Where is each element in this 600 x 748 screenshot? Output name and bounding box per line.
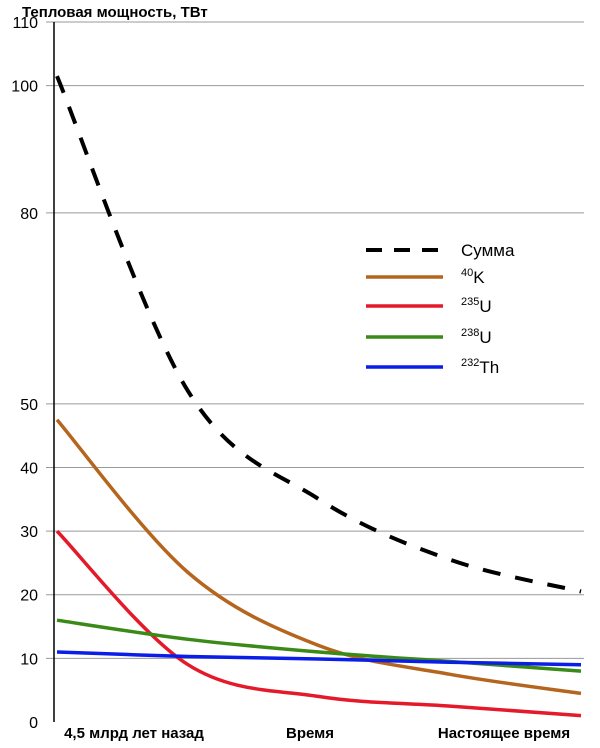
y-tick-labels: 0 10 20 30 40 50 80 100 110: [11, 15, 38, 732]
series-line-232th: [56, 650, 582, 667]
y-tick-label: 0: [29, 715, 38, 732]
series-line-235u: [55, 529, 582, 718]
legend-label-сумма: Сумма: [461, 241, 515, 260]
x-tick-start: 4,5 млрд лет назад: [64, 725, 204, 742]
series-line-сумма: [55, 75, 582, 594]
grid: [46, 21, 584, 659]
y-tick-label: 30: [20, 524, 38, 541]
y-axis-title: Тепловая мощность, ТВт: [22, 4, 208, 21]
y-tick-label: 40: [20, 460, 38, 477]
y-tick-label: 10: [20, 651, 38, 668]
y-tick-label: 110: [12, 15, 38, 32]
y-tick-label: 20: [20, 588, 38, 605]
legend-label-232th: 232Th: [461, 357, 499, 377]
legend-label-238u: 238U: [461, 327, 492, 347]
x-axis-label: Время: [286, 725, 334, 742]
legend-label-40k: 40K: [461, 267, 485, 287]
legend: Сумма 40K 235U 238U 232Th: [366, 241, 515, 377]
y-tick-label: 50: [20, 397, 38, 414]
series-group: [55, 75, 582, 718]
series-line-40k: [55, 418, 582, 696]
y-tick-label: 100: [11, 79, 38, 96]
y-tick-label: 80: [20, 206, 38, 223]
legend-label-235u: 235U: [461, 296, 492, 316]
x-tick-end: Настоящее время: [438, 725, 570, 742]
